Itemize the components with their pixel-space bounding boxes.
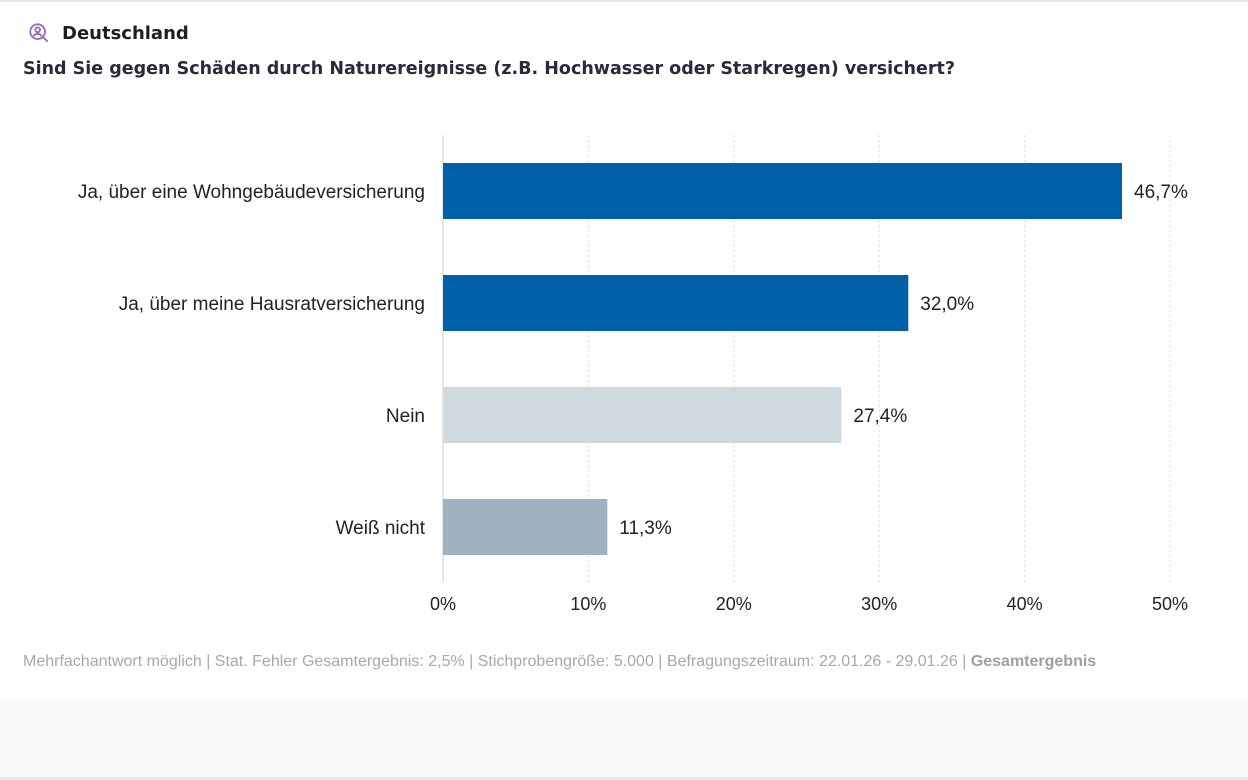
category-label: Ja, über eine Wohngebäudeversicherung xyxy=(78,182,425,203)
bar-chart: 0% 10% 20% 30% 40% 50% Ja, über eine Wohngebäu… xyxy=(78,135,1188,614)
bottom-border xyxy=(0,777,1248,780)
footer-bold: Gesamtergebnis xyxy=(970,653,1097,670)
x-tick-label: 10% xyxy=(570,594,606,614)
survey-question: Sind Sie gegen Schäden durch Naturereign… xyxy=(23,59,955,79)
bar xyxy=(443,499,608,555)
x-tick-label: 20% xyxy=(716,594,752,614)
bar xyxy=(443,163,1123,219)
x-tick-label: 30% xyxy=(861,594,897,614)
data-label: 11,3% xyxy=(619,518,672,539)
bottom-panel xyxy=(0,700,1248,780)
category-label: Nein xyxy=(386,406,425,427)
category-label: Ja, über meine Hausratversicherung xyxy=(119,294,425,315)
user-search-icon xyxy=(29,23,49,43)
location-label: Deutschland xyxy=(62,22,189,44)
x-tick-label: 40% xyxy=(1007,594,1043,614)
survey-footer: Mehrfachantwort möglich | Stat. Fehler G… xyxy=(23,653,1248,671)
data-label: 32,0% xyxy=(920,294,974,315)
data-label: 27,4% xyxy=(853,406,907,427)
x-tick-label: 0% xyxy=(430,594,456,614)
footer-text: Mehrfachantwort möglich | Stat. Fehler G… xyxy=(23,653,971,670)
x-tick-label: 50% xyxy=(1152,594,1188,614)
bar xyxy=(443,275,909,331)
category-label: Weiß nicht xyxy=(336,518,426,539)
location-header: Deutschland xyxy=(28,22,189,44)
bar xyxy=(443,387,842,443)
top-border xyxy=(0,0,1248,2)
data-label: 46,7% xyxy=(1134,182,1188,203)
